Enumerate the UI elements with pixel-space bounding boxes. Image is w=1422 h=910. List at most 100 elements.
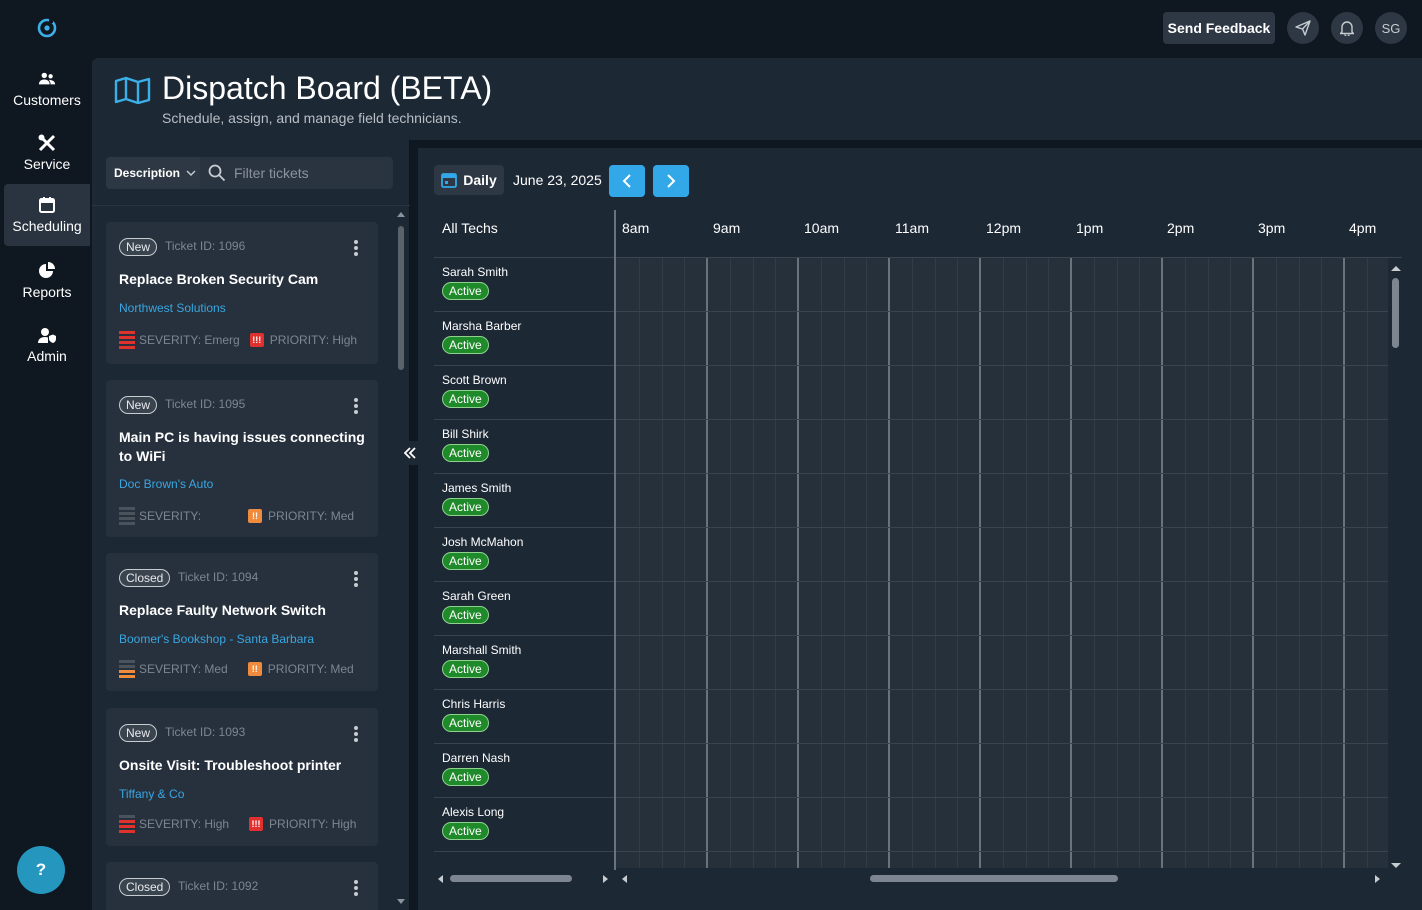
ticket-card[interactable]: New Ticket ID: 1095 Main PC is having is… (106, 380, 378, 537)
user-avatar[interactable]: SG (1375, 12, 1407, 44)
timeline-hscrollbar[interactable] (618, 873, 1388, 883)
scrollbar-thumb[interactable] (1392, 278, 1399, 348)
scrollbar-thumb[interactable] (398, 226, 404, 370)
column-separator (614, 210, 616, 870)
calendar-icon (39, 197, 55, 213)
more-options-icon[interactable] (354, 726, 358, 744)
double-chevron-left-icon (403, 447, 416, 459)
status-badge: Active (442, 606, 489, 624)
timeline-area[interactable] (616, 258, 1388, 868)
current-date: June 23, 2025 (513, 172, 602, 188)
ticket-card[interactable]: New Ticket ID: 1093 Onsite Visit: Troubl… (106, 708, 378, 846)
nav-item-scheduling[interactable]: Scheduling (4, 184, 90, 246)
filter-field-select[interactable]: Description (106, 157, 200, 189)
scroll-up-icon[interactable] (1390, 264, 1402, 272)
ticket-meta: SEVERITY: Med !! PRIORITY: Med (119, 659, 354, 679)
app-logo-icon[interactable] (36, 16, 58, 38)
scroll-left-icon[interactable] (620, 874, 628, 884)
ticket-panel: Description Filter tickets New Ticket ID… (92, 140, 410, 910)
bell-icon (1340, 21, 1354, 36)
hour-gridline (1252, 258, 1254, 868)
map-icon (114, 76, 151, 104)
chevron-down-icon (186, 170, 196, 176)
ticket-id: Ticket ID: 1094 (178, 570, 259, 584)
hour-label: 2pm (1167, 220, 1195, 236)
nav-label: Customers (13, 92, 81, 108)
nav-item-admin[interactable]: Admin (4, 314, 90, 376)
chevron-left-icon (622, 174, 631, 188)
priority-label: PRIORITY: Med (267, 662, 354, 676)
ticket-customer-link[interactable]: Boomer's Bookshop - Santa Barbara (119, 632, 315, 646)
tech-name: Marshall Smith (442, 643, 522, 657)
scroll-right-icon[interactable] (602, 874, 610, 884)
hour-gridline (979, 258, 981, 868)
ticket-filter-input[interactable]: Filter tickets (200, 157, 393, 189)
ticket-meta: SEVERITY: High !!! PRIORITY: High (119, 814, 356, 834)
tech-name: Scott Brown (442, 373, 507, 387)
ticket-card[interactable]: Closed Ticket ID: 1092 (106, 862, 378, 910)
ticket-id: Ticket ID: 1093 (165, 725, 246, 739)
quarter-hour-gridline (911, 258, 913, 868)
tech-row: Darren Nash Active (434, 744, 1388, 798)
tech-name: Chris Harris (442, 697, 506, 711)
tech-row: Sarah Green Active (434, 582, 1388, 636)
tech-name: Marsha Barber (442, 319, 522, 333)
status-badge: Active (442, 714, 489, 732)
ticket-card[interactable]: New Ticket ID: 1096 Replace Broken Secur… (106, 222, 378, 364)
tech-column-hscrollbar[interactable] (434, 873, 612, 883)
next-day-button[interactable] (653, 165, 689, 197)
ticket-customer-link[interactable]: Tiffany & Co (119, 787, 185, 801)
ticket-id: Ticket ID: 1096 (165, 239, 246, 253)
status-badge: New (119, 396, 158, 414)
tech-name: Alexis Long (442, 805, 505, 819)
hour-gridline (706, 258, 708, 868)
send-message-button[interactable] (1287, 12, 1319, 44)
ticket-meta: SEVERITY: Emerg !!! PRIORITY: High (119, 330, 357, 350)
schedule-vertical-scrollbar[interactable] (1390, 258, 1402, 870)
priority-label: PRIORITY: High (269, 817, 357, 831)
more-options-icon[interactable] (354, 571, 358, 589)
tech-row: Bill Shirk Active (434, 420, 1388, 474)
hour-label: 1pm (1076, 220, 1104, 236)
ticket-list-scrollbar[interactable] (396, 210, 406, 906)
status-badge: New (119, 238, 158, 256)
page-title: Dispatch Board (BETA) (162, 70, 493, 106)
scrollbar-thumb[interactable] (870, 875, 1118, 882)
nav-item-service[interactable]: Service (4, 122, 90, 184)
more-options-icon[interactable] (354, 880, 358, 898)
hour-gridline (1161, 258, 1163, 868)
nav-item-reports[interactable]: Reports (4, 250, 90, 312)
quarter-hour-gridline (957, 258, 959, 868)
notifications-button[interactable] (1331, 12, 1363, 44)
scroll-down-icon[interactable] (396, 898, 406, 906)
quarter-hour-gridline (1002, 258, 1004, 868)
quarter-hour-gridline (661, 258, 663, 868)
scroll-up-icon[interactable] (396, 210, 406, 218)
tech-name: Josh McMahon (442, 535, 524, 549)
scroll-left-icon[interactable] (436, 874, 444, 884)
help-button[interactable]: ? (17, 846, 65, 894)
quarter-hour-gridline (1025, 258, 1027, 868)
quarter-hour-gridline (1116, 258, 1118, 868)
hour-label: 11am (895, 220, 929, 236)
send-feedback-button[interactable]: Send Feedback (1163, 12, 1275, 44)
quarter-hour-gridline (1184, 258, 1186, 868)
quarter-hour-gridline (1139, 258, 1141, 868)
severity-label: SEVERITY: Emerg (139, 333, 240, 347)
more-options-icon[interactable] (354, 398, 358, 416)
scroll-right-icon[interactable] (1374, 874, 1382, 884)
ticket-card[interactable]: Closed Ticket ID: 1094 Replace Faulty Ne… (106, 553, 378, 691)
search-icon (208, 164, 226, 182)
scroll-down-icon[interactable] (1390, 862, 1402, 870)
scrollbar-thumb[interactable] (450, 875, 572, 882)
view-mode-button[interactable]: Daily (434, 165, 504, 195)
priority-label: PRIORITY: Med (268, 509, 355, 523)
nav-label: Admin (27, 348, 67, 364)
quarter-hour-gridline (820, 258, 822, 868)
ticket-customer-link[interactable]: Northwest Solutions (119, 301, 226, 315)
hour-label: 10am (804, 220, 840, 236)
prev-day-button[interactable] (609, 165, 645, 197)
more-options-icon[interactable] (354, 240, 358, 258)
ticket-customer-link[interactable]: Doc Brown's Auto (119, 477, 214, 491)
nav-item-customers[interactable]: Customers (4, 58, 90, 120)
